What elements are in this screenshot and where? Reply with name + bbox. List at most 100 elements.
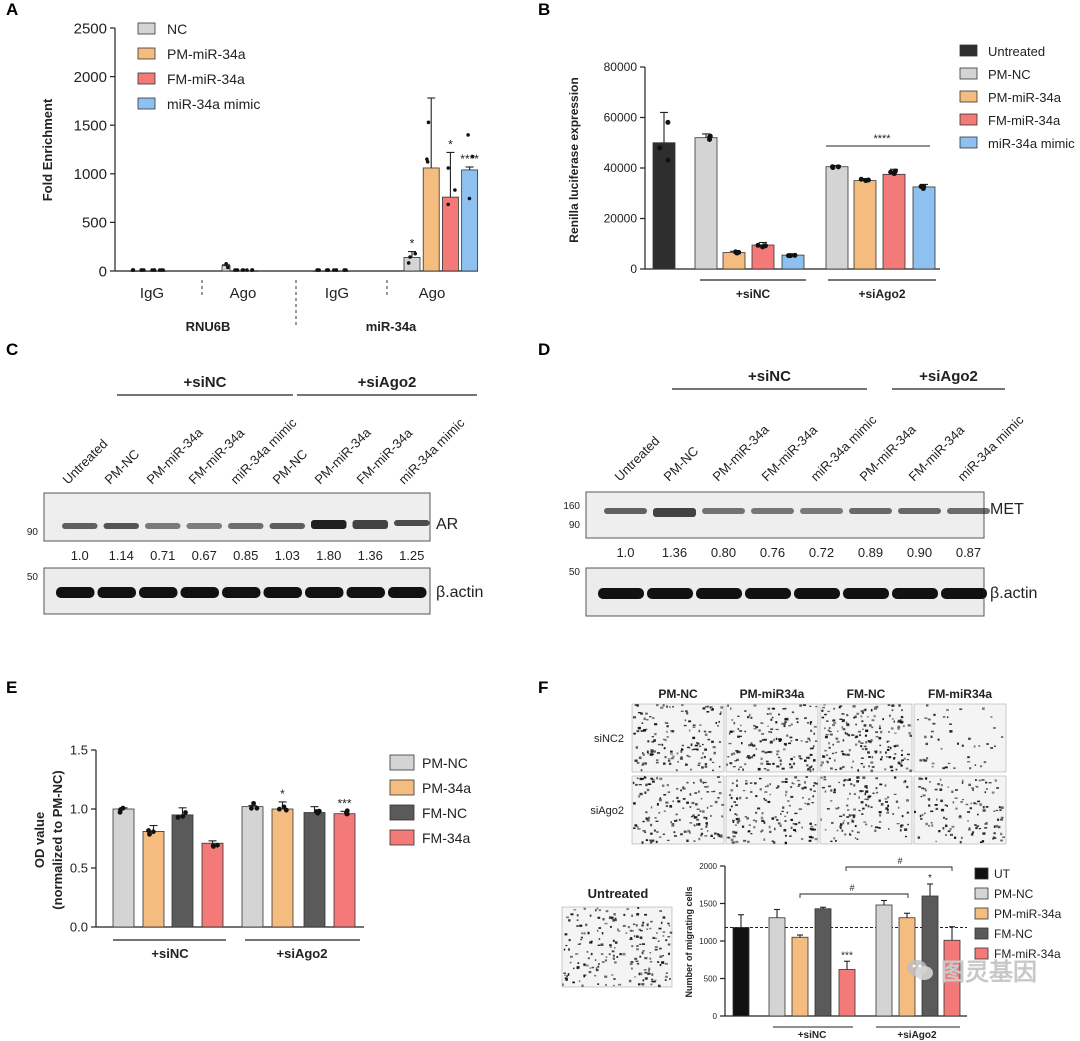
f-cell [576,966,580,969]
f-cell [783,828,787,832]
b-bar [912,186,936,270]
f-cell [809,705,812,708]
f-cell [695,803,698,806]
b-data-point [734,250,740,256]
f-cell [718,741,722,743]
a-data-point [159,268,164,272]
a-bar [461,169,479,272]
f-cell [748,824,752,826]
a-y-tick-label: 1500 [74,117,107,134]
f-cell [1000,736,1004,738]
f-cell [786,811,789,814]
f-cell [879,744,882,747]
f-cell [801,826,803,829]
f-cell [839,815,843,818]
f-cell [828,746,831,749]
f-cell [885,800,889,803]
f-cell [889,714,891,717]
d-band-target [849,508,892,514]
a-data-point [250,268,254,272]
f-cell [577,962,580,964]
f-hash-bracket [845,866,953,871]
f-cell [643,729,647,732]
f-cell [614,961,617,964]
d-quant-value: 0.87 [956,545,981,560]
f-cell [928,799,930,801]
f-cell [833,759,836,762]
f-cell [649,927,652,930]
f-cell [739,730,743,732]
f-cell [961,779,964,782]
f-cell [643,969,647,971]
f-cell [727,756,730,758]
f-cell [870,708,873,712]
f-cell [698,729,701,733]
f-cell [920,796,923,798]
f-cell [885,756,888,758]
f-cell [681,704,684,707]
f-cell [862,807,865,810]
f-cell [828,730,832,733]
a-data-point [150,268,154,272]
f-cell [787,800,790,802]
f-cell [952,801,955,804]
f-cell [651,736,654,738]
f-cell [842,765,845,769]
f-cell [887,704,891,706]
f-cell [789,835,792,837]
f-cell [792,783,795,785]
f-cell [842,783,845,787]
f-cell [833,791,836,794]
f-cell [650,823,653,827]
f-cell [569,961,572,964]
f-cell [854,715,857,718]
f-cell [597,983,600,985]
f-cell [884,784,887,787]
c-quant-value: 1.03 [275,548,300,563]
f-cell [785,790,788,794]
f-cell [900,824,904,827]
f-cell [842,739,845,742]
a-legend-label: FM-miR-34a [167,71,245,87]
f-cell [641,722,644,724]
f-cell [636,777,639,780]
f-cell [790,740,793,742]
f-cell [838,781,841,784]
f-cell [629,929,633,932]
f-cell [651,980,653,983]
f-cell [604,959,608,962]
f-cell [622,952,626,956]
e-legend-swatch [389,779,415,796]
f-cell [766,713,769,715]
f-cell [589,914,592,917]
f-cell [668,924,671,927]
f-cell [711,708,714,711]
f-cell [823,778,827,781]
f-cell [990,716,993,718]
f-cell [879,814,882,817]
f-cell [746,817,749,820]
f-cell [644,791,647,794]
f-cell [639,930,643,932]
f-cell [830,840,833,842]
f-group-label: +siAgo2 [897,1030,937,1041]
f-cell [693,824,695,826]
a-data-point [315,268,319,272]
f-cell [638,756,642,760]
f-cell [824,829,827,831]
f-cell [651,717,655,719]
f-cell [770,750,773,754]
a-data-point [467,196,472,201]
f-cell [687,829,691,833]
f-cell [921,813,924,817]
f-cell [834,768,838,771]
a-data-point [446,166,451,170]
f-cell [731,782,734,785]
f-cell [821,709,824,712]
f-cell [889,746,892,750]
f-cell [768,763,771,765]
f-cell [846,753,850,756]
f-cell [979,803,983,806]
f-cell [664,739,667,742]
f-cell [809,753,813,756]
